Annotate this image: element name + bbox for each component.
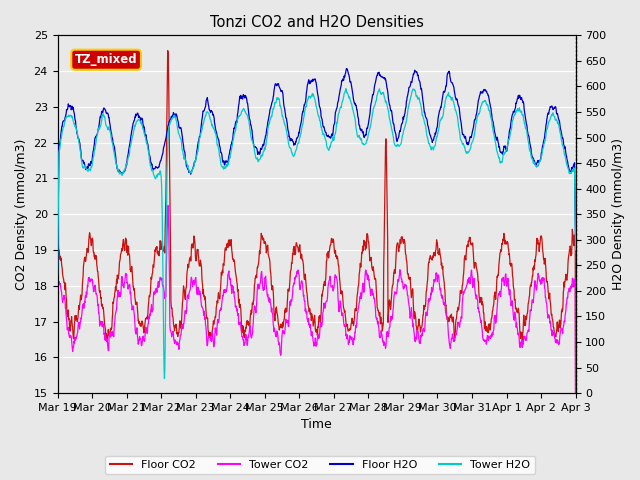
Text: TZ_mixed: TZ_mixed — [75, 53, 138, 66]
Y-axis label: H2O Density (mmol/m3): H2O Density (mmol/m3) — [612, 138, 625, 290]
Legend: Floor CO2, Tower CO2, Floor H2O, Tower H2O: Floor CO2, Tower CO2, Floor H2O, Tower H… — [105, 456, 535, 474]
X-axis label: Time: Time — [301, 419, 332, 432]
Y-axis label: CO2 Density (mmol/m3): CO2 Density (mmol/m3) — [15, 139, 28, 290]
Title: Tonzi CO2 and H2O Densities: Tonzi CO2 and H2O Densities — [210, 15, 424, 30]
